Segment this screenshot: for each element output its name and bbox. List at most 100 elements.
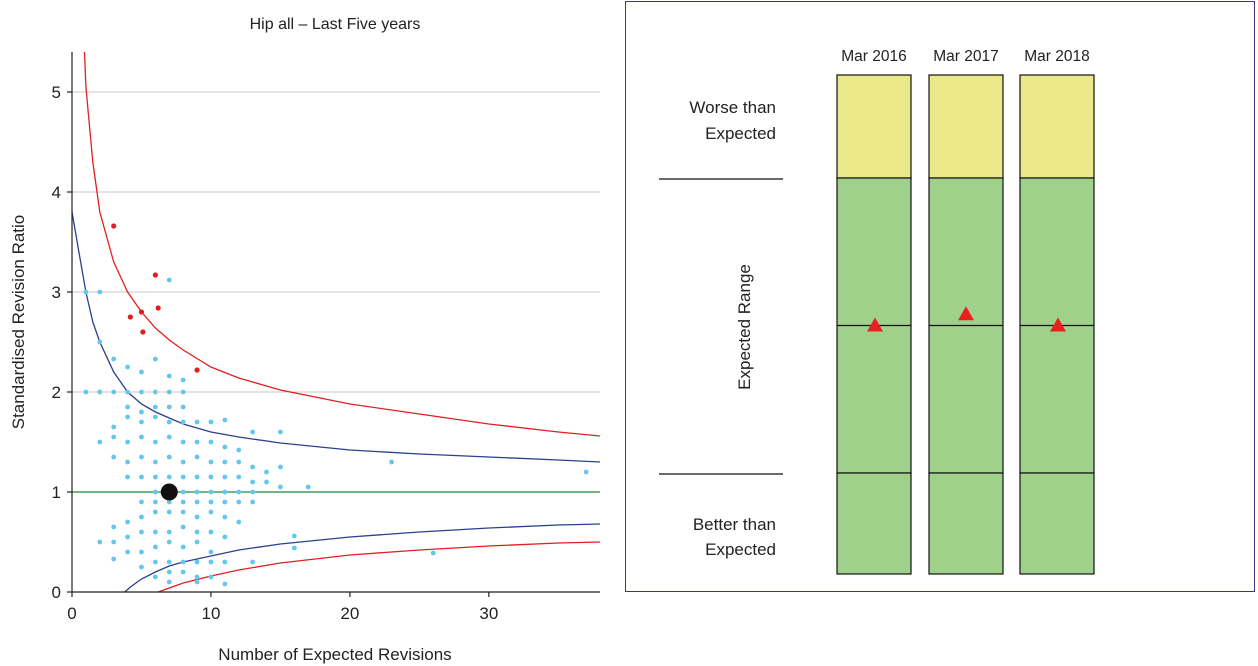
data-point [222,514,228,520]
data-point [152,439,158,445]
year-label: Mar 2016 [841,48,906,65]
data-point [236,519,242,525]
data-point [194,489,200,495]
data-point [250,489,256,495]
data-point [166,434,172,440]
outlier-point [111,223,117,229]
data-point [194,579,200,585]
data-point [139,549,144,555]
data-point [166,389,172,395]
data-point [166,277,172,283]
grid-lines [72,91,600,493]
y-tick-label: 5 [52,83,61,102]
data-point [208,499,214,505]
triangle-marker [1050,317,1066,332]
data-point [180,389,186,395]
data-point [139,564,144,570]
data-point [222,489,228,495]
data-point [430,550,436,556]
data-point [222,499,228,505]
outlier-point [127,314,133,320]
data-point [194,419,200,425]
data-point [83,289,89,295]
data-point [208,529,214,535]
data-point [139,434,144,440]
data-point [222,444,228,450]
data-point [208,509,214,515]
data-point [152,414,158,420]
data-point [194,499,200,505]
data-point [194,539,200,545]
trend-panel: Worse than Expected Expected Range Bette… [625,1,1255,592]
control-limits [71,51,601,593]
data-point [166,419,172,425]
data-point [180,404,186,410]
data-point [166,539,172,545]
y-tick-label: 3 [52,283,61,302]
data-point [278,484,283,490]
data-point [208,549,214,555]
data-point [180,419,186,425]
data-point [125,439,130,445]
outlier-point [138,309,145,315]
better-band [1019,472,1095,575]
year-bars: Mar 2016 Mar 2017 Mar 2018 [836,48,1095,575]
data-point [583,469,589,475]
data-point [166,559,172,565]
data-point [305,484,311,490]
data-point [111,356,117,362]
year-label: Mar 2018 [1024,48,1089,65]
y-tick-label: 2 [52,383,61,402]
data-point [250,464,256,470]
data-point [139,369,144,375]
data-point [111,539,117,545]
data-point [194,559,200,565]
data-point [125,534,130,540]
data-point [194,454,200,460]
upper-red-limit [83,51,601,437]
data-point [111,434,117,440]
data-point [180,524,186,530]
data-point [166,529,172,535]
data-point [222,417,228,423]
data-point [139,514,144,520]
outlier-point [194,367,200,373]
y-tick-label: 0 [52,583,61,602]
data-point [180,474,186,480]
data-point [264,479,269,485]
lower-blue-limit [124,523,601,593]
data-point [166,454,172,460]
better-band [836,472,912,575]
data-point [152,404,158,410]
better-label-line1: Better than [693,515,776,534]
data-point [125,474,130,480]
data-point [180,499,186,505]
data-point [208,459,214,465]
axes: 0 1 2 3 4 5 0 10 20 30 [52,52,600,623]
data-point [152,474,158,480]
data-point [166,404,172,410]
data-point [152,509,158,515]
data-point [180,377,186,383]
x-tick-label: 10 [201,604,220,623]
y-tick-label: 4 [52,183,61,202]
data-point [152,559,158,565]
outlier-point [140,329,146,335]
data-point [278,429,283,435]
data-point [208,559,214,565]
data-point [97,389,103,395]
data-point [97,439,103,445]
y-axis-label: Standardised Revision Ratio [9,215,28,430]
outlier-point [155,305,161,311]
data-point [166,509,172,515]
data-point [208,419,214,425]
data-point [125,389,130,395]
data-point [125,404,130,410]
data-point [236,489,242,495]
x-tick-label: 20 [340,604,359,623]
x-tick-label: 30 [479,604,498,623]
data-point [166,569,172,575]
data-point [250,429,256,435]
data-point [194,439,200,445]
